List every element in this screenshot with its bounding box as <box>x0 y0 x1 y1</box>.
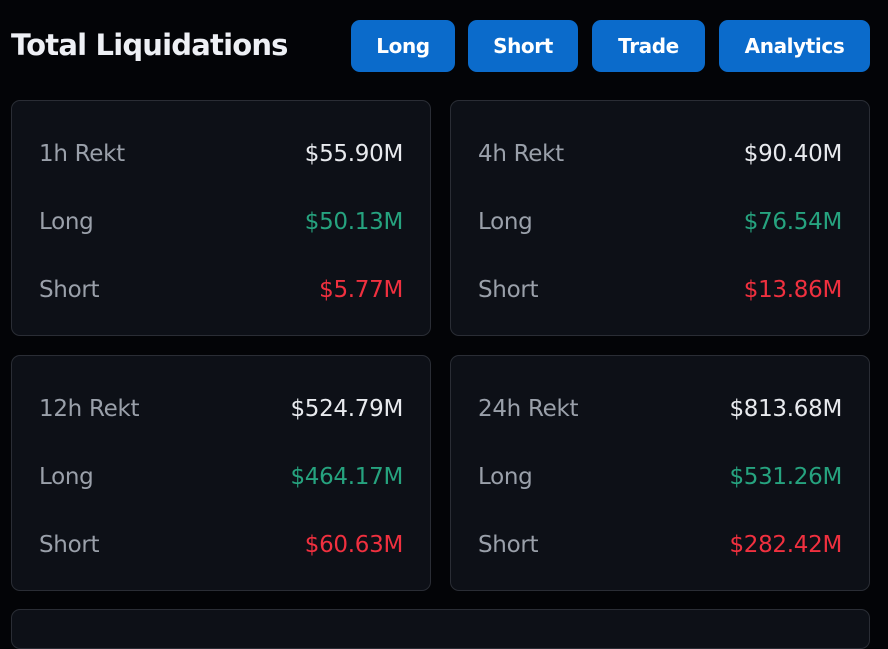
row-value: $5.77M <box>319 277 403 303</box>
row-value: $282.42M <box>729 532 842 558</box>
analytics-button[interactable]: Analytics <box>719 20 870 72</box>
card-row-long: Long $464.17M <box>39 464 403 490</box>
liquidation-card: 1h Rekt $55.90M Long $50.13M Short $5.77M <box>11 100 431 336</box>
row-label: Short <box>39 277 100 303</box>
card-row-total: 24h Rekt $813.68M <box>478 396 842 422</box>
long-button[interactable]: Long <box>351 20 455 72</box>
card-row-total: 1h Rekt $55.90M <box>39 141 403 167</box>
liquidation-card: 12h Rekt $524.79M Long $464.17M Short $60.63M <box>11 355 431 591</box>
row-label: 1h Rekt <box>39 141 125 167</box>
card-row-long: Long $76.54M <box>478 209 842 235</box>
card-row-total: 12h Rekt $524.79M <box>39 396 403 422</box>
card-row-short: Short $13.86M <box>478 277 842 303</box>
short-button[interactable]: Short <box>468 20 578 72</box>
row-value: $531.26M <box>729 464 842 490</box>
row-value: $464.17M <box>290 464 403 490</box>
card-row-long: Long $531.26M <box>478 464 842 490</box>
card-row-long: Long $50.13M <box>39 209 403 235</box>
row-value: $76.54M <box>743 209 843 235</box>
row-label: Long <box>478 209 533 235</box>
card-row-short: Short $282.42M <box>478 532 842 558</box>
row-label: Short <box>478 277 539 303</box>
page-title: Total Liquidations <box>11 28 288 62</box>
card-row-short: Short $5.77M <box>39 277 403 303</box>
row-label: 24h Rekt <box>478 396 579 422</box>
row-label: 4h Rekt <box>478 141 564 167</box>
row-label: Long <box>39 209 94 235</box>
trade-button[interactable]: Trade <box>592 20 705 72</box>
row-label: Short <box>39 532 100 558</box>
row-value: $60.63M <box>304 532 404 558</box>
liquidation-card: 24h Rekt $813.68M Long $531.26M Short $282.42… <box>450 355 870 591</box>
row-value: $90.40M <box>743 141 843 167</box>
liquidation-card: 4h Rekt $90.40M Long $76.54M Short $13.86M <box>450 100 870 336</box>
next-card <box>11 609 870 649</box>
row-label: 12h Rekt <box>39 396 140 422</box>
card-row-short: Short $60.63M <box>39 532 403 558</box>
row-label: Short <box>478 532 539 558</box>
card-row-total: 4h Rekt $90.40M <box>478 141 842 167</box>
row-value: $524.79M <box>290 396 403 422</box>
row-value: $813.68M <box>729 396 842 422</box>
row-label: Long <box>39 464 94 490</box>
row-value: $50.13M <box>304 209 404 235</box>
row-label: Long <box>478 464 533 490</box>
row-value: $55.90M <box>304 141 404 167</box>
row-value: $13.86M <box>743 277 843 303</box>
